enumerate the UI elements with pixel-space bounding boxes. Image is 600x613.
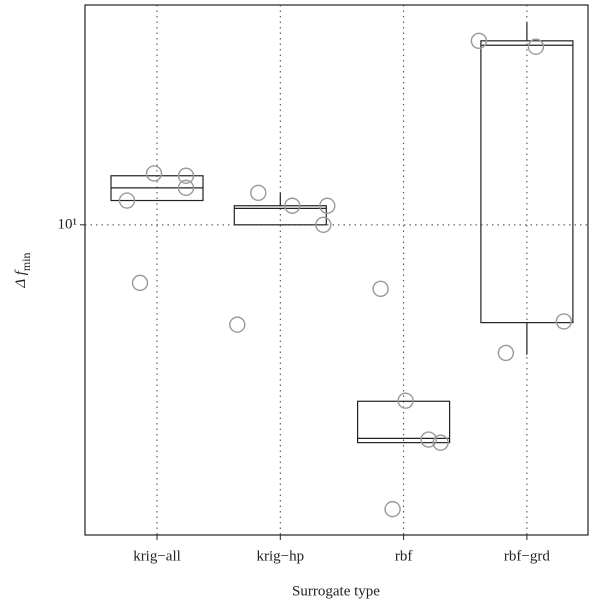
point xyxy=(145,165,163,182)
point xyxy=(384,500,401,518)
y-axis-title-main: Δ f xyxy=(13,269,29,288)
point xyxy=(397,392,414,409)
point xyxy=(527,38,545,55)
point xyxy=(372,280,389,298)
point xyxy=(470,32,488,50)
x-tick-label: krig−all xyxy=(133,548,181,564)
point xyxy=(497,344,515,362)
point xyxy=(229,316,246,333)
box xyxy=(480,40,574,324)
x-tick-label: rbf−grd xyxy=(504,548,550,564)
point xyxy=(555,313,573,330)
point xyxy=(177,179,195,197)
point xyxy=(131,274,149,292)
x-tick-label: rbf xyxy=(395,548,413,564)
point xyxy=(284,197,301,214)
plot-frame xyxy=(84,4,589,536)
box xyxy=(357,400,451,444)
point xyxy=(250,184,267,202)
x-axis-title: Surrogate type xyxy=(292,583,380,599)
point xyxy=(420,431,437,448)
box xyxy=(233,205,327,226)
y-tick-label: 10¹ xyxy=(58,216,78,232)
point xyxy=(319,197,336,214)
point xyxy=(177,167,195,184)
y-axis-title: Δ fmin xyxy=(13,252,32,288)
point xyxy=(432,434,449,451)
x-tick-label: krig−hp xyxy=(256,548,304,564)
point xyxy=(118,192,136,209)
point xyxy=(315,216,332,234)
y-axis-title-sub: min xyxy=(19,252,33,271)
